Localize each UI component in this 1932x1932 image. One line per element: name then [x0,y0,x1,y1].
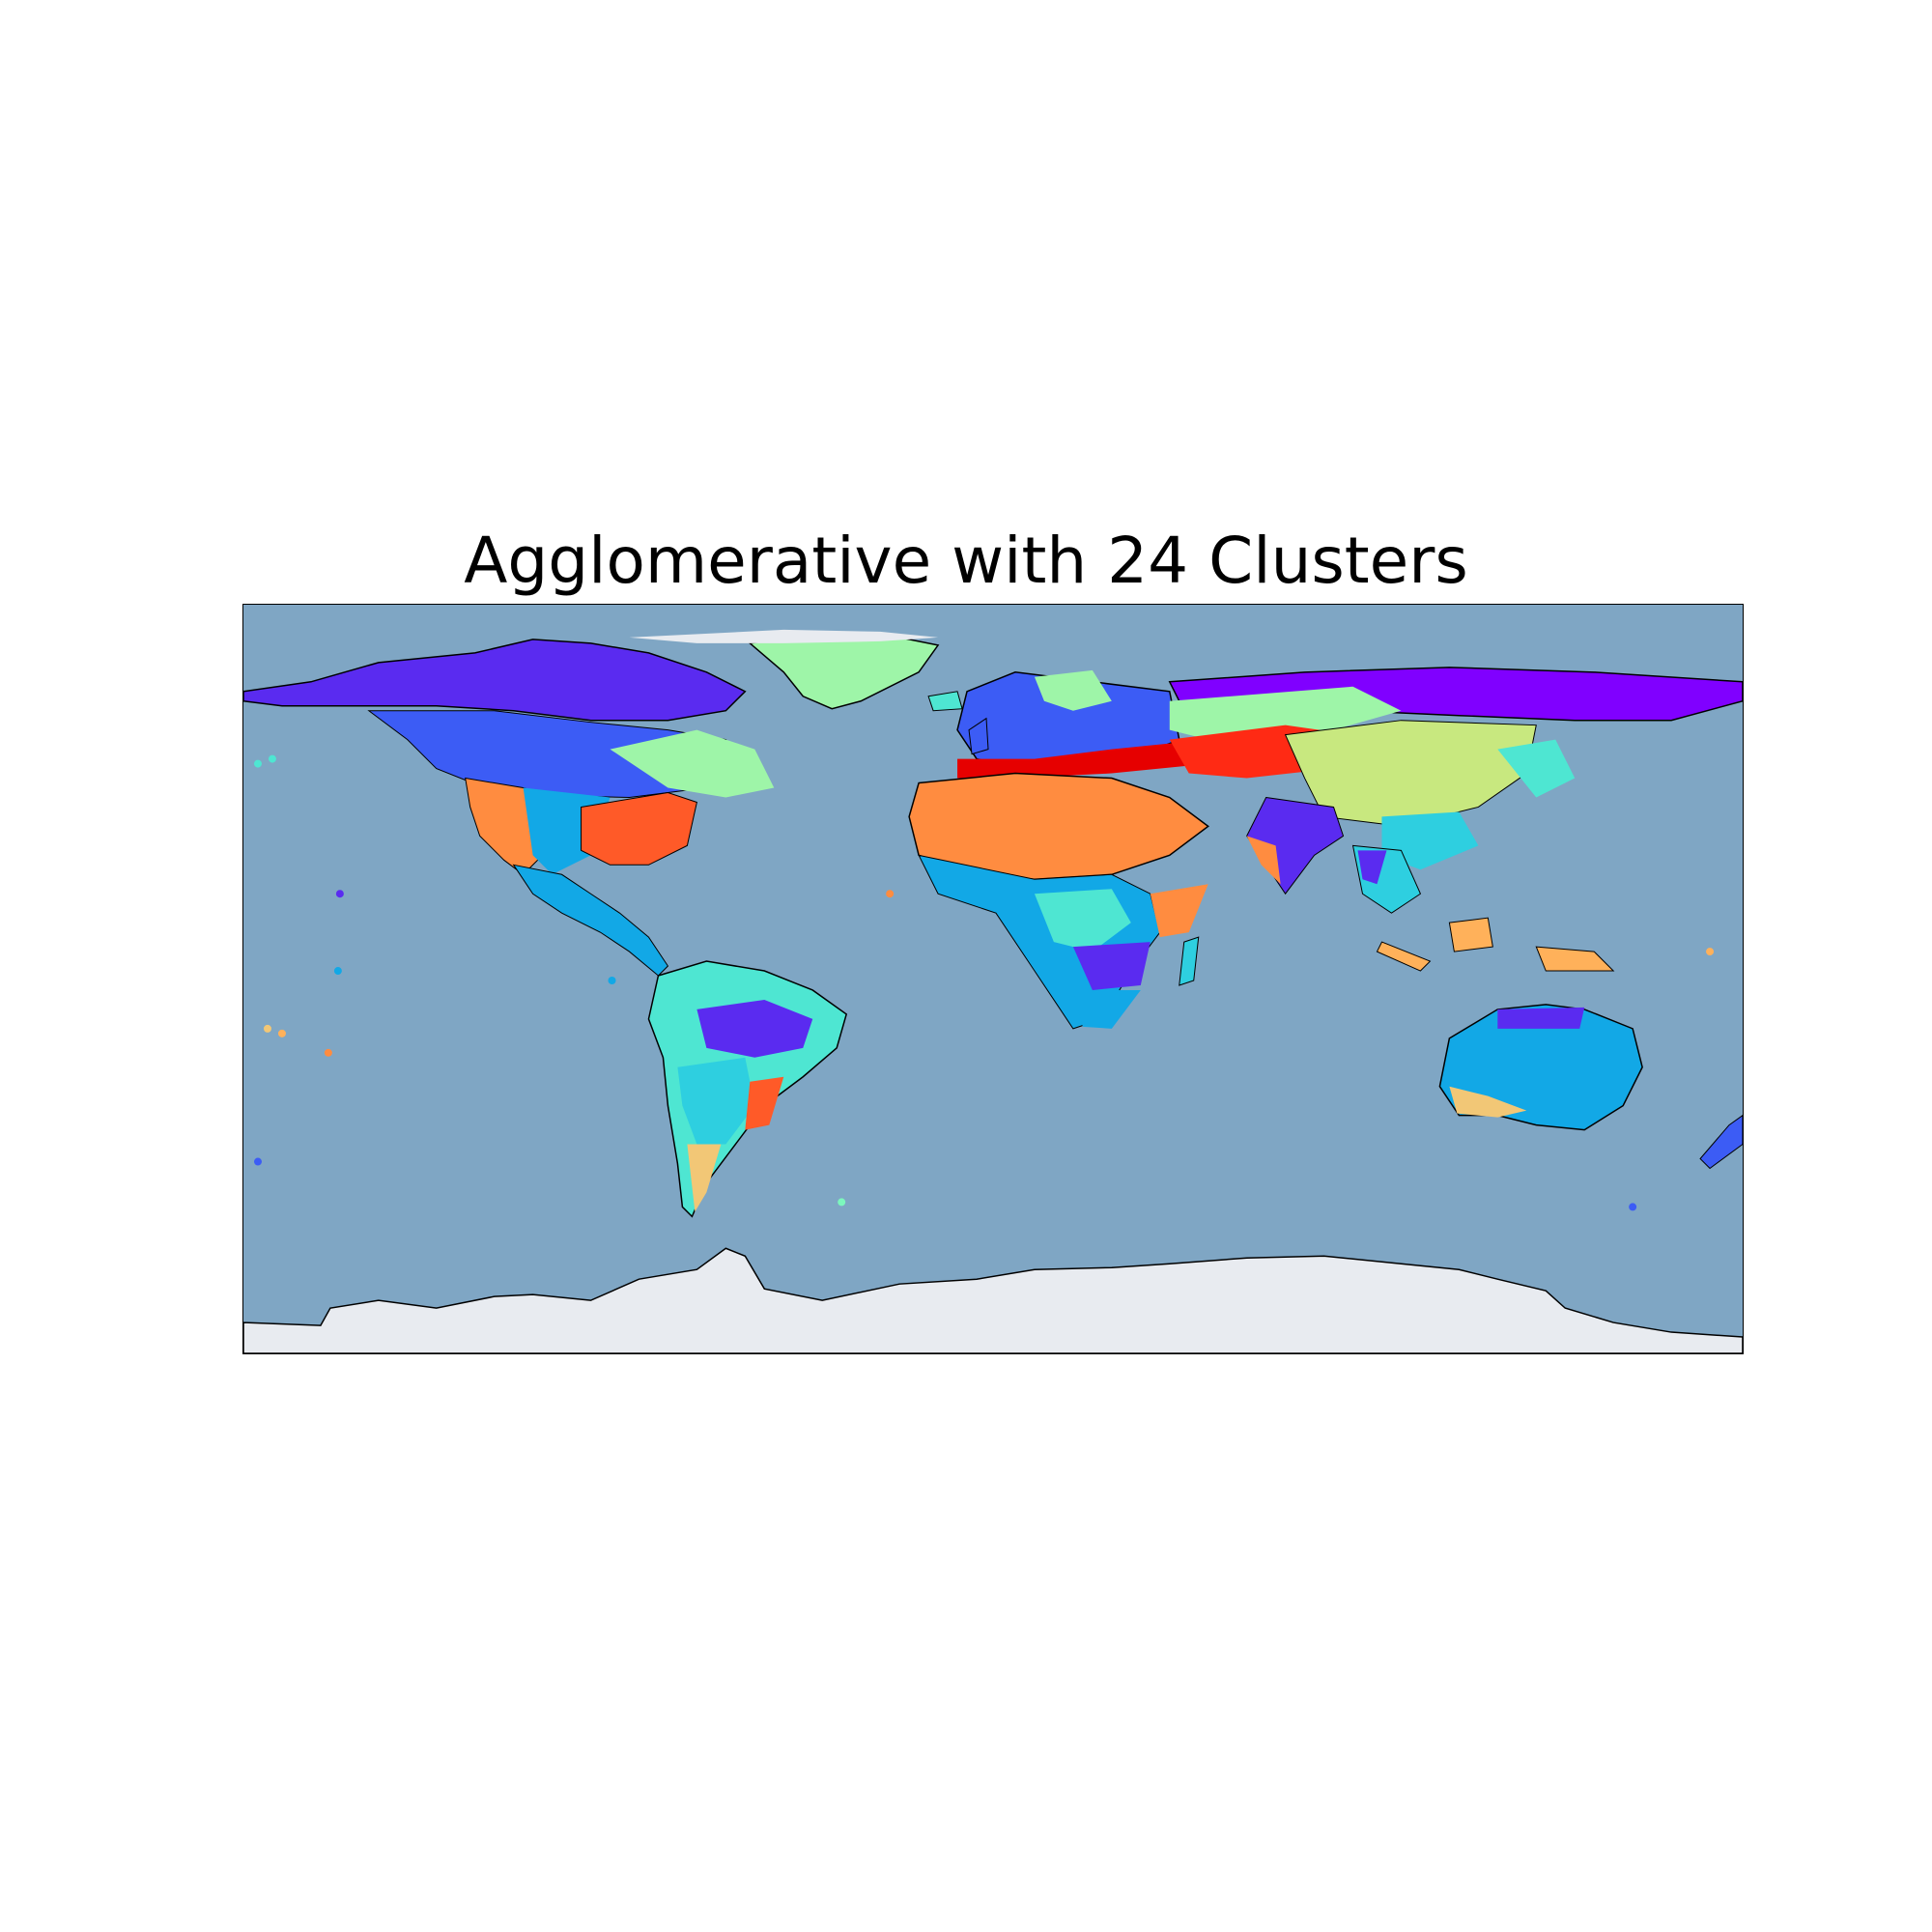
sahara-arabia [908,772,1209,881]
east-africa-horn [1150,884,1208,938]
us-east [581,791,697,866]
island-point [886,890,895,898]
island-point [1706,948,1715,956]
north-america-east-canada [610,729,775,798]
mexico-central-america [512,864,669,977]
india-west [1246,836,1281,885]
north-america-arctic [243,639,747,722]
antarctica [243,1247,1743,1353]
island-point [838,1198,846,1207]
southern-africa [1072,989,1141,1029]
australia-south [1449,1086,1527,1118]
island-point [324,1048,332,1057]
central-africa [1034,889,1131,952]
island-point [1629,1203,1637,1211]
island-point [335,890,344,898]
map-title: Agglomerative with 24 Clusters [464,524,1468,598]
world-map [242,604,1744,1354]
west-siberia-boreal [1169,686,1402,740]
island-point [277,1029,286,1037]
island-point [253,759,262,768]
brazil-highlands [696,999,813,1058]
new-zealand [1699,1115,1743,1170]
island-point [263,1024,271,1033]
africa-miombo [1072,942,1151,990]
uruguay [745,1076,784,1130]
map-canvas [243,605,1743,1353]
greenland-ice [629,629,939,643]
iceland [927,691,963,712]
madagascar [1179,936,1200,986]
sumatra [1376,941,1432,972]
island-point [333,967,342,976]
far-east [1497,739,1576,798]
island-point [253,1157,262,1166]
indochina [1357,850,1387,885]
south-china [1381,811,1479,870]
mediterranean [957,739,1208,779]
island-point [608,977,616,984]
borneo [1448,917,1493,952]
scandinavia [1034,669,1112,711]
island-point [268,754,276,763]
mongolia-china [1284,720,1537,827]
patagonia [687,1144,722,1212]
south-america-south [677,1057,755,1145]
australia-north [1497,1007,1585,1029]
uk [968,717,989,755]
papua [1535,946,1615,972]
